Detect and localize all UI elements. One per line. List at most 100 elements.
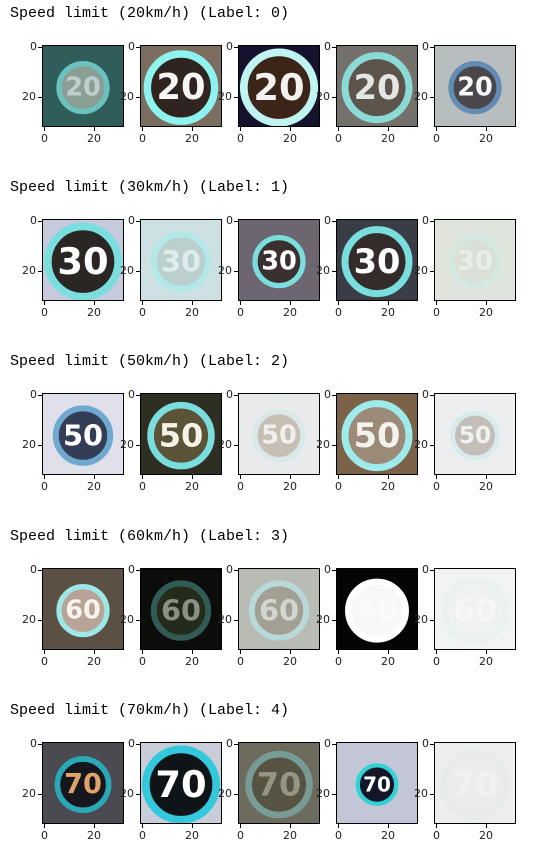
sign-ring <box>54 756 112 814</box>
y-tick-label: 0 <box>128 388 135 401</box>
speed-sign: 50 <box>252 408 306 463</box>
group-title: Speed limit (60km/h) (Label: 3) <box>10 528 290 545</box>
y-tick-label: 0 <box>226 737 233 750</box>
x-tick-label: 20 <box>479 829 493 842</box>
x-tick-mark <box>44 824 45 828</box>
y-tick-mark <box>430 570 434 571</box>
sign-number: 60 <box>453 592 498 630</box>
y-tick-mark <box>430 620 434 621</box>
y-tick-label: 0 <box>128 737 135 750</box>
y-tick-label: 20 <box>414 613 428 626</box>
x-tick-label: 0 <box>139 480 146 493</box>
sign-image: 70 <box>337 743 417 823</box>
sign-number: 50 <box>63 419 103 453</box>
x-tick-mark <box>142 650 143 654</box>
sign-image: 20 <box>239 46 319 126</box>
x-tick-mark <box>338 650 339 654</box>
y-tick-mark <box>332 221 336 222</box>
x-tick-mark <box>44 301 45 305</box>
speed-sign: 20 <box>341 52 413 124</box>
y-tick-label: 20 <box>120 264 134 277</box>
speed-sign: 60 <box>150 580 212 641</box>
x-tick-mark <box>44 650 45 654</box>
sign-thumbnail: 60 <box>140 568 222 650</box>
x-tick-label: 20 <box>87 480 101 493</box>
x-tick-label: 0 <box>335 829 342 842</box>
x-tick-mark <box>192 824 193 828</box>
y-tick-label: 0 <box>226 40 233 53</box>
y-tick-label: 20 <box>22 90 36 103</box>
x-tick-mark <box>436 127 437 131</box>
x-tick-label: 0 <box>335 655 342 668</box>
sign-thumbnail: 50 <box>336 393 418 475</box>
y-tick-mark <box>430 395 434 396</box>
sign-ring <box>448 60 502 115</box>
sign-thumbnail: 70 <box>434 742 516 824</box>
y-tick-mark <box>234 744 238 745</box>
sign-thumbnail: 30 <box>140 219 222 301</box>
y-tick-mark <box>38 221 42 222</box>
x-tick-mark <box>486 650 487 654</box>
y-tick-mark <box>332 794 336 795</box>
x-tick-mark <box>486 301 487 305</box>
group-title: Speed limit (70km/h) (Label: 4) <box>10 702 290 719</box>
x-tick-mark <box>338 127 339 131</box>
y-tick-mark <box>332 620 336 621</box>
sign-thumbnail: 20 <box>238 45 320 127</box>
y-tick-label: 20 <box>218 613 232 626</box>
y-tick-label: 0 <box>30 214 37 227</box>
x-tick-label: 0 <box>237 306 244 319</box>
x-tick-mark <box>240 301 241 305</box>
y-tick-mark <box>234 620 238 621</box>
x-tick-label: 0 <box>139 829 146 842</box>
sign-number: 20 <box>157 67 206 108</box>
y-tick-label: 20 <box>22 438 36 451</box>
y-tick-label: 0 <box>422 737 429 750</box>
sign-thumbnail: 50 <box>238 393 320 475</box>
sign-thumbnail: 60 <box>336 568 418 650</box>
y-tick-mark <box>136 221 140 222</box>
x-tick-label: 20 <box>87 306 101 319</box>
x-tick-mark <box>192 650 193 654</box>
y-tick-label: 20 <box>316 613 330 626</box>
sign-ring <box>147 401 215 470</box>
image-background <box>435 743 515 823</box>
sign-image: 70 <box>43 743 123 823</box>
sign-ring <box>252 234 306 289</box>
speed-sign: 70 <box>141 745 221 823</box>
sign-image: 30 <box>239 220 319 300</box>
sign-image: 30 <box>337 220 417 300</box>
x-tick-label: 20 <box>185 655 199 668</box>
y-tick-label: 0 <box>226 214 233 227</box>
x-tick-label: 0 <box>237 480 244 493</box>
x-tick-mark <box>192 301 193 305</box>
y-tick-label: 20 <box>316 438 330 451</box>
sign-thumbnail: 30 <box>238 219 320 301</box>
y-tick-label: 20 <box>120 787 134 800</box>
speed-sign: 70 <box>245 750 313 819</box>
group-title: Speed limit (50km/h) (Label: 2) <box>10 353 290 370</box>
x-tick-label: 0 <box>237 655 244 668</box>
speed-sign: 30 <box>341 226 413 298</box>
x-tick-label: 0 <box>41 480 48 493</box>
y-tick-mark <box>136 570 140 571</box>
sign-image: 20 <box>435 46 515 126</box>
y-tick-mark <box>38 445 42 446</box>
sign-ring <box>143 50 219 125</box>
y-tick-mark <box>332 97 336 98</box>
x-tick-label: 0 <box>41 655 48 668</box>
sign-ring <box>345 578 409 643</box>
x-tick-mark <box>436 650 437 654</box>
sign-ring <box>245 750 313 819</box>
x-tick-label: 20 <box>185 829 199 842</box>
sign-number: 50 <box>354 416 401 455</box>
speed-sign: 70 <box>355 763 399 806</box>
y-tick-mark <box>38 570 42 571</box>
y-tick-label: 0 <box>226 388 233 401</box>
x-tick-label: 20 <box>479 480 493 493</box>
y-tick-mark <box>332 47 336 48</box>
x-tick-mark <box>240 127 241 131</box>
x-tick-mark <box>486 475 487 479</box>
sign-image: 50 <box>141 394 221 474</box>
x-tick-mark <box>94 301 95 305</box>
